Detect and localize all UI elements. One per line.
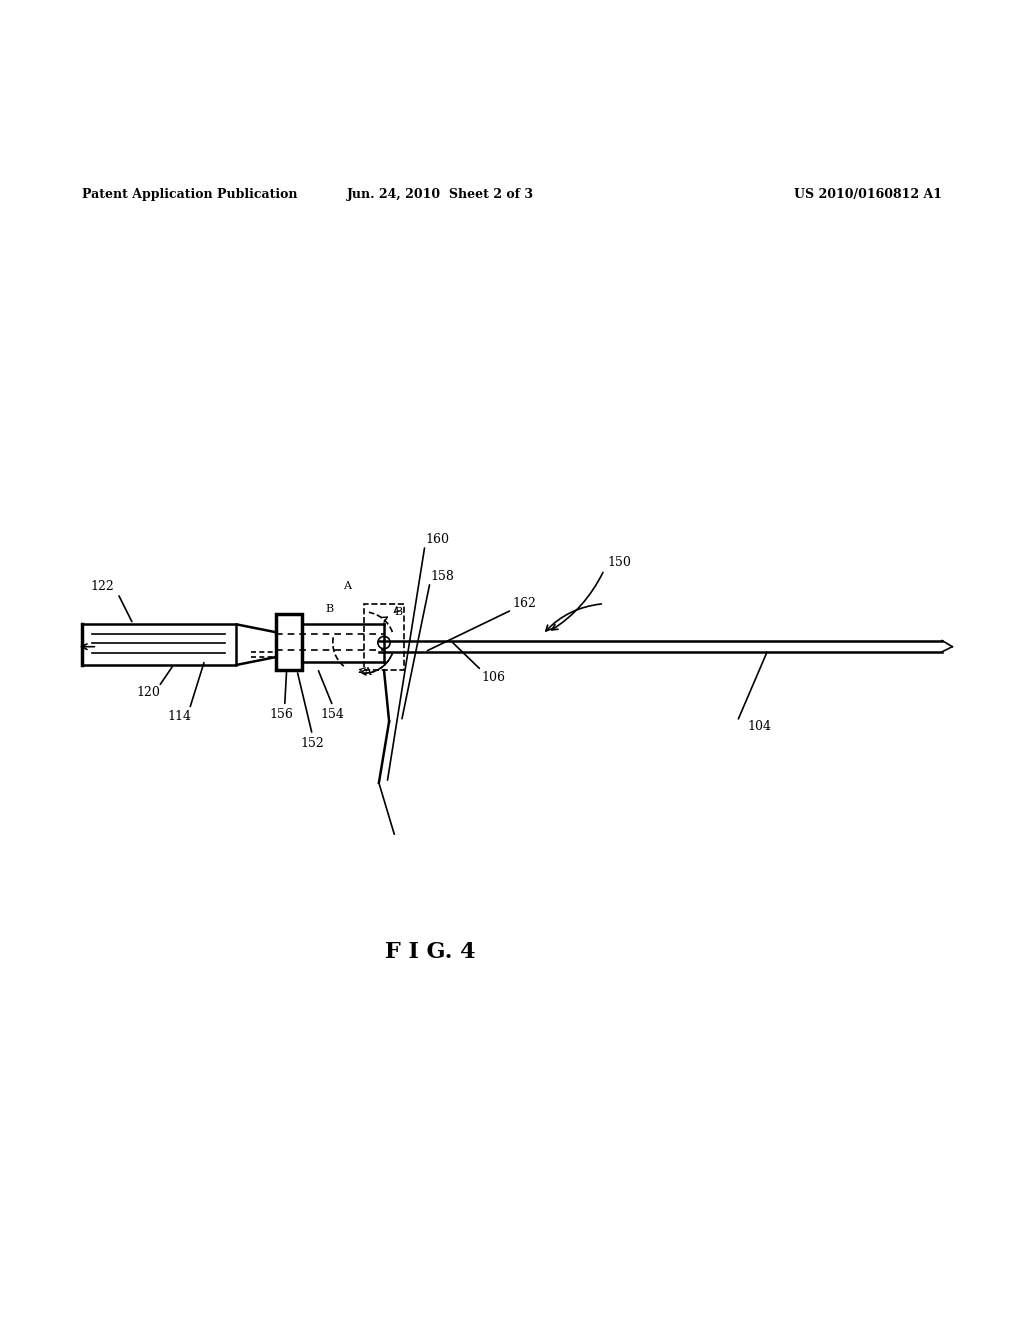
Text: 114: 114 xyxy=(167,710,191,723)
Text: 150: 150 xyxy=(607,556,631,569)
Text: 152: 152 xyxy=(300,738,325,751)
Text: A: A xyxy=(364,668,372,677)
Text: 104: 104 xyxy=(748,721,771,733)
Text: B: B xyxy=(326,603,334,614)
Text: 162: 162 xyxy=(512,597,536,610)
Text: Jun. 24, 2010  Sheet 2 of 3: Jun. 24, 2010 Sheet 2 of 3 xyxy=(347,187,534,201)
Text: F I G. 4: F I G. 4 xyxy=(385,941,475,962)
Text: 106: 106 xyxy=(481,671,505,684)
Text: B: B xyxy=(394,607,402,616)
Text: Patent Application Publication: Patent Application Publication xyxy=(82,187,297,201)
Text: 122: 122 xyxy=(90,579,115,593)
Bar xyxy=(364,603,404,671)
Bar xyxy=(276,614,302,671)
Text: 154: 154 xyxy=(321,708,345,721)
Text: US 2010/0160812 A1: US 2010/0160812 A1 xyxy=(794,187,942,201)
Text: 120: 120 xyxy=(136,686,161,700)
Bar xyxy=(82,624,236,665)
Text: A: A xyxy=(343,581,351,591)
Text: 158: 158 xyxy=(430,569,454,582)
Text: 156: 156 xyxy=(269,708,294,721)
Text: 160: 160 xyxy=(425,533,449,545)
